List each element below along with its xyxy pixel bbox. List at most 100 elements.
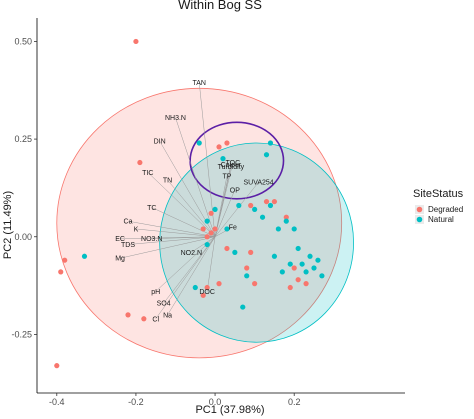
- loading-label-toc: TOC: [226, 160, 241, 167]
- loading-label-colour: Colour: [221, 162, 242, 169]
- loading-line-op: [214, 189, 236, 237]
- ellipse-highlight: [189, 121, 285, 200]
- point-natural: [192, 284, 198, 291]
- point-natural: [232, 249, 238, 255]
- loading-label-tds: TDS: [121, 242, 135, 249]
- point-degraded: [216, 144, 222, 150]
- loading-line-na: [167, 236, 216, 316]
- chart-title: Within Bog SS: [178, 0, 262, 12]
- loading-line-k: [135, 228, 216, 237]
- y-axis-title: PC2 (11.49%): [2, 191, 14, 259]
- loading-label-so4: SO4: [157, 301, 171, 308]
- loading-label-din: DIN: [154, 139, 166, 146]
- point-natural: [307, 253, 313, 259]
- point-degraded: [137, 159, 143, 166]
- y-tick-label: 0.25: [14, 134, 32, 144]
- loading-label-op: OP: [230, 187, 240, 194]
- point-natural: [271, 253, 278, 259]
- point-natural: [267, 202, 274, 209]
- point-natural: [267, 140, 274, 146]
- point-degraded: [216, 281, 222, 287]
- loading-label-ph: pH: [151, 289, 160, 296]
- loading-label-ec: EC: [115, 236, 125, 243]
- loading-line-so4: [163, 236, 216, 304]
- loading-line-doc: [206, 236, 216, 292]
- loading-label-fe: Fe: [229, 224, 237, 231]
- point-degraded: [291, 265, 297, 271]
- point-degraded: [263, 198, 270, 205]
- loading-line-tic: [147, 172, 216, 237]
- point-degraded: [141, 316, 147, 322]
- point-degraded: [248, 249, 254, 255]
- loading-line-tds: [127, 236, 216, 245]
- point-natural: [283, 218, 289, 224]
- point-degraded: [200, 226, 206, 232]
- loading-label-tan: TAN: [192, 80, 205, 87]
- loading-line-tan: [198, 82, 216, 237]
- y-tick-label: -0.25: [11, 329, 32, 339]
- legend-label-natural: Natural: [428, 215, 454, 224]
- loading-label-tc: TC: [147, 205, 156, 212]
- loading-line-ca: [127, 220, 216, 237]
- point-natural: [275, 226, 281, 232]
- point-natural: [236, 202, 242, 209]
- point-degraded: [283, 214, 289, 220]
- point-degraded: [62, 257, 68, 263]
- point-degraded: [125, 312, 131, 318]
- point-natural: [252, 206, 258, 213]
- loading-line-suva254: [214, 181, 259, 237]
- point-natural: [319, 273, 325, 279]
- loading-label-no2.n: NO2.N: [181, 250, 202, 257]
- point-degraded: [54, 363, 60, 369]
- loading-label-ca: Ca: [124, 219, 133, 226]
- point-degraded: [200, 292, 206, 298]
- point-degraded: [287, 284, 293, 291]
- loading-label-nh3.n: NH3.N: [165, 115, 186, 122]
- loading-label-tic: TIC: [142, 170, 153, 177]
- point-natural: [220, 156, 226, 162]
- loading-label-mg: Mg: [115, 256, 125, 263]
- point-degraded: [252, 281, 258, 287]
- point-natural: [263, 152, 270, 158]
- point-natural: [315, 257, 321, 263]
- loading-label-na: Na: [163, 312, 172, 319]
- loading-line-tn: [167, 179, 216, 237]
- point-degraded: [295, 277, 301, 283]
- point-natural: [291, 226, 297, 232]
- loading-label-suva254: SUVA254: [243, 180, 273, 187]
- loading-line-mg: [120, 236, 216, 259]
- loading-label-doc: DOC: [199, 289, 215, 296]
- x-tick-label: -0.4: [49, 397, 65, 407]
- point-degraded: [271, 198, 278, 205]
- point-degraded: [208, 210, 214, 216]
- point-natural: [295, 245, 301, 252]
- ellipse-degraded: [56, 87, 343, 359]
- loading-label-turbidity: Turbidity: [218, 164, 245, 171]
- loading-label-cl: Cl: [152, 316, 159, 323]
- legend-key-natural: [416, 216, 423, 223]
- point-natural: [244, 273, 250, 279]
- point-degraded: [204, 284, 210, 291]
- loading-label-no3.n: NO3.N: [141, 236, 162, 243]
- legend-title: SiteStatus: [413, 188, 464, 200]
- loading-line-no2.n: [191, 236, 216, 253]
- point-natural: [287, 261, 293, 267]
- point-degraded: [224, 245, 230, 252]
- point-degraded: [224, 140, 230, 146]
- x-tick-label: 0.0: [209, 397, 222, 407]
- point-natural: [279, 269, 285, 275]
- point-natural: [303, 269, 309, 275]
- point-degraded: [244, 265, 250, 271]
- point-natural: [240, 304, 246, 310]
- x-axis-title: PC1 (37.98%): [195, 404, 264, 416]
- legend-label-degraded: Degraded: [428, 205, 463, 214]
- loading-line-turbidity: [214, 166, 232, 237]
- point-natural: [81, 253, 88, 259]
- point-degraded: [58, 269, 64, 275]
- x-tick-label: -0.2: [128, 397, 144, 407]
- point-degraded: [133, 38, 139, 45]
- loading-line-nh3.n: [175, 117, 216, 237]
- point-natural: [204, 241, 210, 248]
